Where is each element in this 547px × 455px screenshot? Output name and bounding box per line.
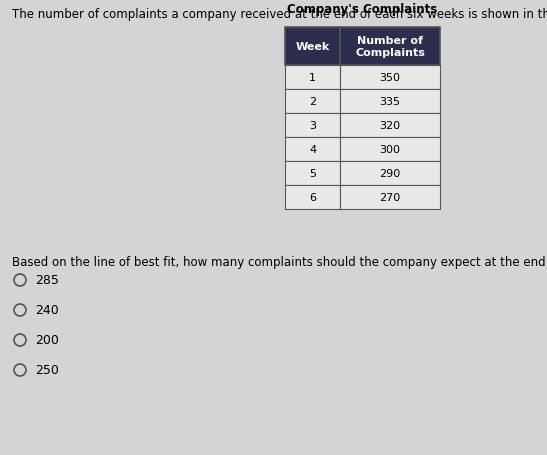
Bar bbox=[340, 28, 440, 66]
Text: 240: 240 bbox=[35, 304, 59, 317]
Text: 1: 1 bbox=[309, 73, 316, 83]
Text: 335: 335 bbox=[380, 97, 400, 107]
Text: 5: 5 bbox=[309, 169, 316, 179]
Text: Week: Week bbox=[295, 42, 330, 52]
Bar bbox=[285, 138, 340, 162]
Text: 6: 6 bbox=[309, 192, 316, 202]
Text: 300: 300 bbox=[380, 145, 400, 155]
Text: 250: 250 bbox=[35, 364, 59, 377]
Bar bbox=[285, 186, 340, 210]
Text: The number of complaints a company received at the end of each six weeks is show: The number of complaints a company recei… bbox=[12, 8, 547, 21]
Bar bbox=[340, 66, 440, 90]
Bar bbox=[340, 90, 440, 114]
Text: 270: 270 bbox=[380, 192, 400, 202]
Text: 2: 2 bbox=[309, 97, 316, 107]
Text: 290: 290 bbox=[380, 169, 400, 179]
Bar bbox=[340, 138, 440, 162]
Text: 350: 350 bbox=[380, 73, 400, 83]
Bar bbox=[340, 162, 440, 186]
Text: 320: 320 bbox=[380, 121, 400, 131]
Bar bbox=[340, 114, 440, 138]
Text: 200: 200 bbox=[35, 334, 59, 347]
Text: 3: 3 bbox=[309, 121, 316, 131]
Bar bbox=[285, 28, 340, 66]
Bar bbox=[285, 114, 340, 138]
Text: 285: 285 bbox=[35, 274, 59, 287]
Text: Number of
Complaints: Number of Complaints bbox=[355, 36, 425, 58]
Bar bbox=[340, 186, 440, 210]
Text: Company's Complaints: Company's Complaints bbox=[287, 3, 438, 16]
Text: 4: 4 bbox=[309, 145, 316, 155]
Bar bbox=[285, 66, 340, 90]
Bar bbox=[285, 90, 340, 114]
Text: Based on the line of best fit, how many complaints should the company expect at : Based on the line of best fit, how many … bbox=[12, 255, 547, 268]
Bar bbox=[285, 162, 340, 186]
